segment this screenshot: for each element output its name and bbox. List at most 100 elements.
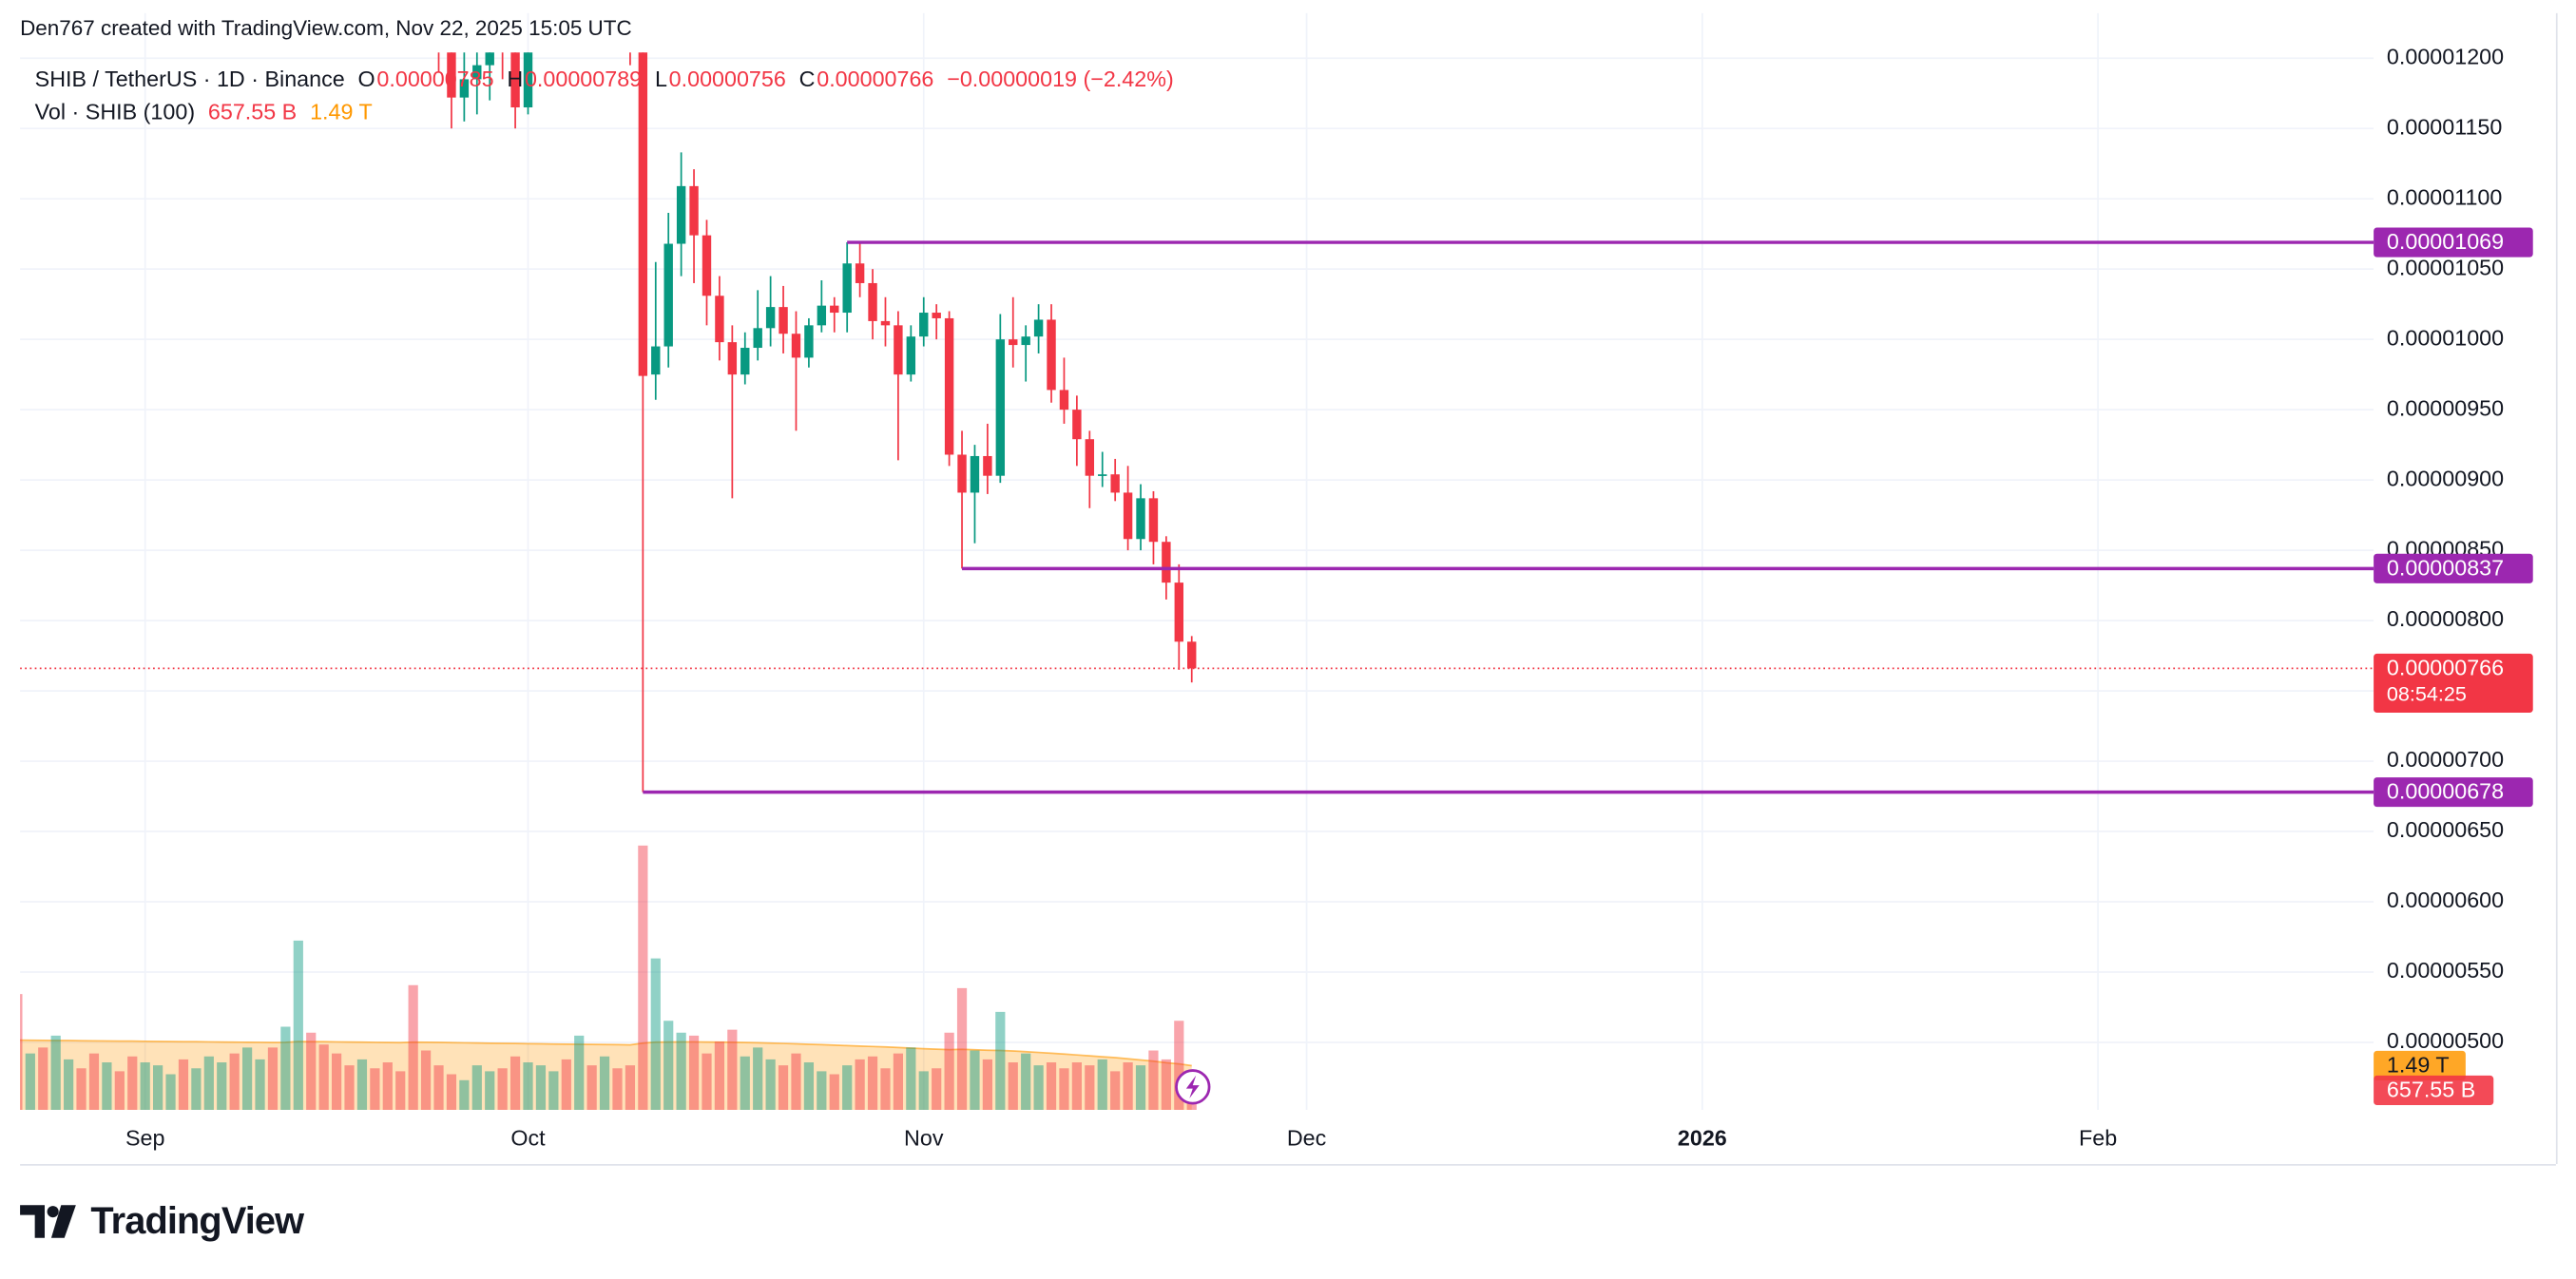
level-label: 0.00000678 <box>2387 779 2504 804</box>
level-label-box <box>2374 777 2533 808</box>
volume-bar <box>140 1062 150 1111</box>
candle-body <box>830 305 839 314</box>
volume-bar <box>153 1065 163 1111</box>
ohlc-label: O <box>358 67 375 91</box>
volume-ma-line <box>20 1039 1192 1067</box>
candle-body <box>1136 498 1145 540</box>
replay-icon[interactable] <box>1175 1069 1211 1105</box>
volume-bar <box>382 1062 393 1111</box>
x-tick-label: Oct <box>510 1125 546 1150</box>
volume-pane <box>20 845 1197 1111</box>
volume-bar <box>1021 1053 1031 1111</box>
price-pane <box>20 52 2374 794</box>
last-price-box <box>2374 653 2533 714</box>
symbol: SHIB / TetherUS · 1D · Binance <box>35 67 345 91</box>
axes: 0.00000500 0.00000550 0.00000600 0.00000650… <box>125 44 2533 1150</box>
volume-bar <box>727 1029 738 1111</box>
volume-bar <box>1071 1062 1082 1111</box>
ohlc-label: H <box>507 67 523 91</box>
volume-bar <box>127 1056 138 1111</box>
candle-body <box>817 305 827 326</box>
y-tick-label: 0.00000950 <box>2387 395 2504 420</box>
ohlc-value: 0.00000789 <box>525 67 642 91</box>
volume-bar <box>561 1059 571 1111</box>
candle-body <box>804 325 814 358</box>
candle-body <box>868 282 877 321</box>
x-tick-label: Feb <box>2079 1125 2117 1150</box>
x-tick-label: Sep <box>125 1125 164 1150</box>
y-tick-label: 0.00000700 <box>2387 747 2504 772</box>
volume-bar <box>20 994 23 1111</box>
volume-bar <box>1161 1059 1171 1111</box>
volume-bar <box>38 1047 48 1111</box>
candle-body <box>485 52 494 66</box>
candle-body <box>740 348 750 375</box>
y-tick-label: 0.00001050 <box>2387 255 2504 279</box>
countdown: 08:54:25 <box>2387 682 2467 706</box>
candle-body <box>663 243 673 347</box>
level-label: 0.00001069 <box>2387 229 2504 254</box>
volume-bar <box>918 1071 929 1111</box>
volume-bar <box>982 1059 992 1111</box>
volume-bar <box>114 1071 125 1111</box>
y-tick-label: 0.00001100 <box>2387 184 2502 209</box>
y-tick-label: 0.00000800 <box>2387 606 2504 631</box>
volume-bar <box>255 1059 265 1111</box>
volume-bar <box>178 1059 189 1111</box>
volume-bar <box>638 845 648 1111</box>
candle-body <box>906 336 916 375</box>
volume-bar <box>956 987 968 1111</box>
candle-body <box>638 52 648 376</box>
volume-bar <box>1135 1065 1146 1111</box>
ohlc-value: 0.00000756 <box>669 67 786 91</box>
candle-body <box>702 235 712 296</box>
volume-box <box>2374 1075 2494 1106</box>
grid <box>20 12 2374 1111</box>
volume-bar <box>612 1068 623 1111</box>
volume-bar <box>663 1021 674 1111</box>
volume-bar <box>906 1047 916 1111</box>
candle-body <box>919 313 929 337</box>
last-price-label: 0.00000766 <box>2387 655 2504 679</box>
candle-body <box>842 263 852 314</box>
candle-body <box>715 296 724 343</box>
volume-bar <box>1059 1068 1069 1111</box>
change: −0.00000019 (−2.42%) <box>947 67 1173 91</box>
volume-bar <box>523 1062 533 1111</box>
candle-body <box>1021 336 1030 346</box>
volume-bar <box>1085 1065 1095 1111</box>
level-label: 0.00000837 <box>2387 555 2504 580</box>
volume-bar <box>970 1050 980 1111</box>
volume-bar <box>165 1074 176 1111</box>
volume-bar <box>1008 1062 1018 1111</box>
volume-value: 657.55 B <box>208 99 297 124</box>
volume-bar <box>548 1071 559 1111</box>
candle-body <box>523 52 533 107</box>
legend: SHIB / TetherUS · 1D · Binance O 0.0000078… <box>35 67 1174 124</box>
volume-bar <box>765 1059 776 1111</box>
candle-body <box>1059 390 1069 410</box>
candle-body <box>995 339 1006 476</box>
volume-bar <box>306 1032 317 1111</box>
candle-body <box>510 52 520 107</box>
volume-bar <box>25 1053 35 1111</box>
header: Den767 created with TradingView.com, Nov… <box>20 16 632 40</box>
volume-bar <box>714 1041 725 1111</box>
volume-bar <box>280 1026 291 1111</box>
volume-bar <box>650 958 661 1111</box>
volume-axis-label: 657.55 B <box>2387 1077 2475 1101</box>
volume-bar <box>191 1068 202 1111</box>
volume-bar <box>420 1050 432 1111</box>
y-tick-label: 0.00000650 <box>2387 817 2504 842</box>
candle-body <box>651 346 661 375</box>
volume-bar <box>1097 1059 1107 1111</box>
volume-bar <box>535 1065 547 1111</box>
volume-bar <box>88 1053 100 1111</box>
candle-body <box>765 307 776 329</box>
ohlc-value: 0.00000785 <box>376 67 493 91</box>
volume-bar <box>817 1071 827 1111</box>
volume-bar <box>791 1053 801 1111</box>
x-tick-label: Nov <box>904 1125 944 1150</box>
volume-bar <box>203 1056 214 1111</box>
